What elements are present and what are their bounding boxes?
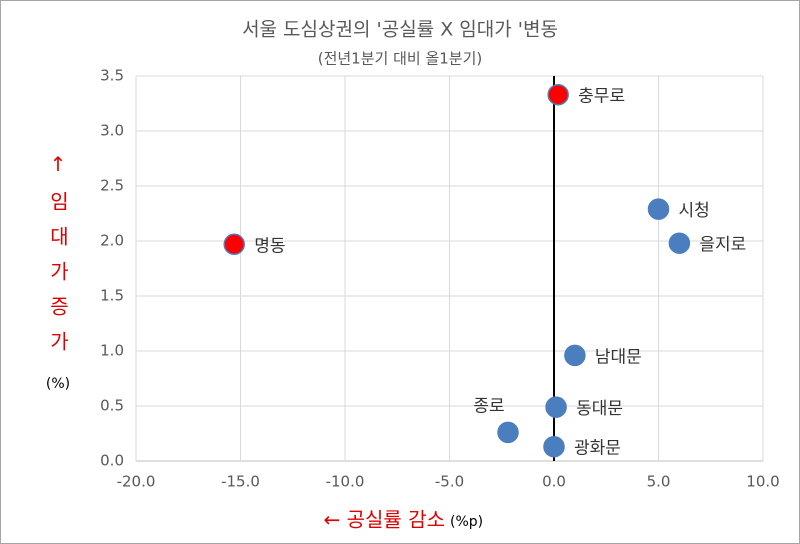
x-tick-label: 5.0: [647, 473, 671, 491]
point: [543, 435, 565, 458]
point: [564, 344, 586, 367]
x-tick-label: 10.0: [746, 473, 779, 491]
point-label: 을지로: [699, 235, 746, 255]
chart-subtitle: (전년1분기 대비 올1분기): [318, 50, 483, 68]
point: [497, 421, 519, 444]
point-label: 명동: [254, 236, 285, 256]
x-tick-label: -15.0: [221, 473, 260, 491]
point-label: 남대문: [595, 347, 642, 367]
y-tick-label: 2.0: [100, 232, 124, 250]
x-tick-label: 0.0: [542, 473, 566, 491]
x-tick-label: -20.0: [117, 473, 156, 491]
y-tick-label: 1.0: [100, 342, 124, 360]
point: [647, 198, 670, 220]
y-tick-label: 0.0: [100, 452, 124, 470]
chart-title: 서울 도심상권의 '공실률 X 임대가 '변동: [242, 19, 558, 41]
point: [545, 396, 567, 418]
x-tick-label: -10.0: [326, 473, 365, 491]
point-label: 충무로: [578, 87, 625, 107]
point-label: 종로: [473, 396, 504, 416]
y-tick-label: 3.0: [100, 122, 124, 140]
y-tick-label: 1.5: [100, 287, 124, 305]
x-unit: (%p): [450, 514, 483, 530]
x-tick-label: -5.0: [435, 473, 464, 491]
x-axis-label: ← 공실률 감소: [324, 508, 445, 532]
y-tick-label: 3.5: [100, 67, 124, 85]
point: [223, 233, 245, 256]
point-label: 시청: [679, 201, 710, 221]
point: [668, 232, 691, 254]
point: [547, 83, 569, 106]
point-label: 광화문: [574, 439, 621, 459]
y-tick-label: 2.5: [100, 177, 124, 195]
y-unit: (%): [46, 376, 70, 392]
point-label: 동대문: [576, 399, 623, 419]
y-axis-label: ↑임대가증가: [46, 152, 70, 366]
y-tick-label: 0.5: [100, 397, 124, 415]
